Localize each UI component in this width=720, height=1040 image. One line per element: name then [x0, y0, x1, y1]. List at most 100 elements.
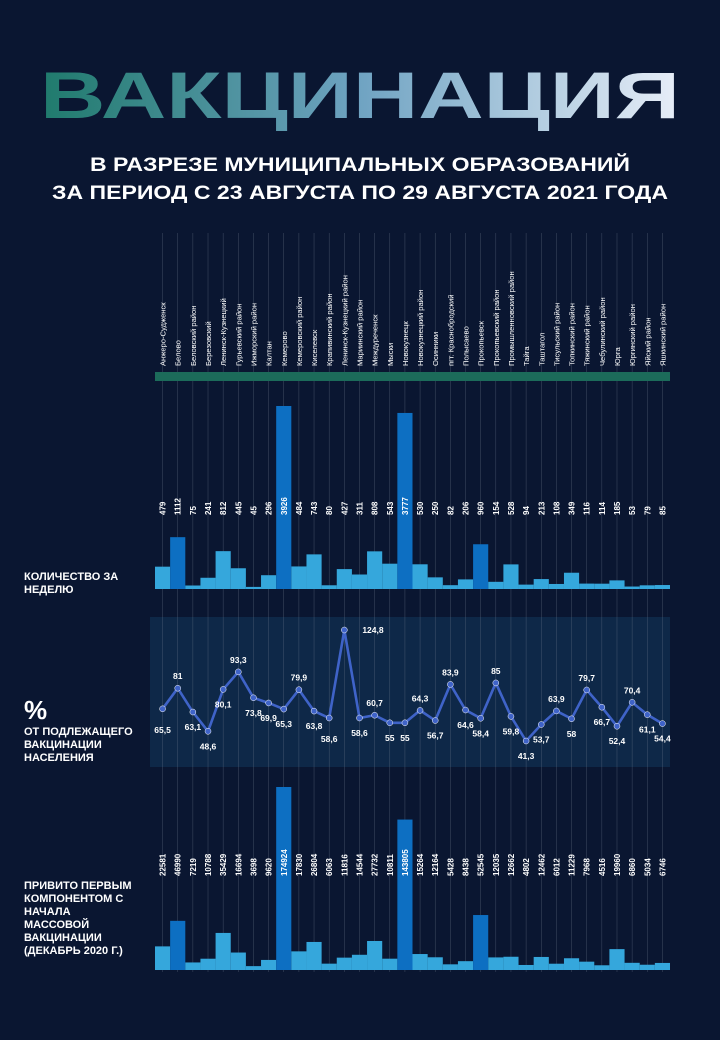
weekly-value-label: 80: [325, 506, 334, 515]
weekly-value-label: 3926: [280, 497, 289, 515]
weekly-value-label: 445: [234, 501, 243, 515]
total-value-label: 35429: [219, 853, 228, 876]
percent-value-label: 63,1: [185, 722, 202, 732]
weekly-bar: [533, 579, 549, 589]
percent-value-label: 85: [491, 666, 501, 676]
percent-value-label: 93,3: [230, 655, 247, 665]
category-label: Анжеро-Судженск: [159, 302, 168, 366]
category-label: Юрга: [613, 347, 622, 366]
total-value-label: 7968: [583, 858, 592, 876]
weekly-bar: [518, 584, 534, 589]
total-value-label: 12462: [537, 853, 546, 876]
weekly-bar: [185, 585, 201, 589]
weekly-value-label: 206: [462, 501, 471, 515]
percent-point: [219, 686, 227, 693]
percent-point: [507, 713, 515, 720]
percent-value-label: 70,4: [624, 685, 641, 695]
weekly-value-label: 45: [249, 506, 258, 515]
weekly-value-label: 94: [522, 506, 531, 515]
total-label: ПРИВИТО ПЕРВЫМ КОМПОНЕНТОМ С НАЧАЛА МАСС…: [24, 880, 132, 957]
weekly-bar: [503, 564, 519, 589]
total-value-label: 27732: [371, 853, 380, 876]
percent-value-label: 79,9: [291, 673, 308, 683]
total-value-label: 6012: [552, 858, 561, 876]
total-value-label: 16694: [234, 853, 243, 876]
percent-point: [598, 703, 606, 711]
percent-value-label: 54,4: [654, 734, 671, 744]
percent-value-label: 48,6: [200, 741, 217, 751]
category-label: Чебулинский район: [598, 297, 607, 366]
category-label: Белово: [174, 340, 183, 366]
weekly-value-label: 53: [628, 506, 637, 515]
weekly-value-label: 116: [583, 502, 592, 515]
total-bar: [639, 964, 655, 970]
category-label: Новокузнецк: [401, 321, 410, 366]
percent-value-label: 58: [567, 729, 577, 739]
total-value-label: 5034: [643, 858, 652, 876]
percent-value-label: 64,3: [412, 693, 429, 703]
weekly-value-label: 213: [537, 501, 546, 515]
percent-value-label: 55: [400, 733, 410, 743]
weekly-value-label: 1112: [174, 498, 183, 515]
weekly-bar: [579, 583, 595, 589]
total-value-label: 19960: [613, 853, 622, 876]
weekly-value-label: 349: [568, 501, 577, 515]
total-bar: [200, 958, 216, 970]
total-value-label: 6746: [658, 858, 667, 876]
percent-label: ОТ ПОДЛЕЖАЩЕГО ВАКЦИНАЦИИ НАСЕЛЕНИЯ: [24, 726, 133, 764]
weekly-value-label: 75: [189, 506, 198, 515]
weekly-bar: [473, 544, 489, 589]
weekly-bar: [397, 412, 413, 589]
weekly-value-label: 530: [416, 501, 425, 515]
percent-point: [250, 694, 257, 702]
category-label: Беловский район: [189, 306, 198, 366]
weekly-value-label: 114: [598, 502, 607, 515]
weekly-value-label: 296: [265, 501, 274, 515]
weekly-value-label: 241: [204, 501, 213, 515]
percent-value-label: 59,8: [503, 726, 520, 736]
category-label: Яшкинский район: [658, 304, 667, 366]
total-bar: [503, 956, 519, 970]
percent-value-label: 61,1: [639, 725, 656, 735]
category-label: Кемеровский район: [295, 297, 304, 366]
total-bar: [351, 954, 368, 970]
total-bar: [624, 962, 640, 970]
total-value-label: 17830: [295, 853, 304, 876]
total-value-label: 14544: [355, 853, 364, 876]
percent-value-label: 73,8: [245, 708, 262, 718]
percent-point: [265, 699, 272, 707]
total-bar: [336, 957, 352, 970]
weekly-bar: [306, 554, 322, 589]
subtitle-line-1: В РАЗРЕЗЕ МУНИЦИПАЛЬНЫХ ОБРАЗОВАНИЙ: [90, 154, 630, 176]
total-value-label: 10811: [386, 854, 395, 876]
total-bar: [276, 787, 292, 970]
total-bar: [291, 951, 307, 970]
weekly-bar: [200, 577, 216, 589]
percent-value-label: 63,8: [306, 721, 323, 731]
percent-value-label: 81: [173, 671, 183, 681]
divider-band: [155, 372, 670, 381]
percent-band-panel: [150, 617, 670, 767]
weekly-bar: [170, 537, 186, 589]
total-value-label: 6860: [628, 858, 637, 876]
percent-point: [522, 737, 530, 745]
percent-value-label: 80,1: [215, 699, 232, 709]
percent-point: [538, 721, 545, 728]
total-bars: 22581 46990 7219 10788 35429 16694 3698 9620 174…: [155, 787, 670, 970]
category-label: Осинники: [431, 332, 440, 366]
total-bar: [427, 957, 443, 970]
percent-point: [431, 717, 439, 724]
category-label: Прокопьевск: [477, 320, 486, 366]
total-value-label: 4802: [522, 858, 531, 876]
percent-point: [356, 714, 363, 722]
percent-point: [280, 705, 287, 713]
percent-point: [462, 706, 469, 714]
weekly-value-label: 250: [431, 501, 440, 515]
total-bar: [442, 964, 458, 970]
percent-value-label: 53,7: [533, 735, 550, 745]
percent-point: [174, 684, 181, 692]
percent-point: [325, 714, 333, 722]
category-labels: Анжеро-Судженск Белово Беловский район Бере…: [159, 271, 668, 366]
percent-point: [310, 707, 318, 715]
